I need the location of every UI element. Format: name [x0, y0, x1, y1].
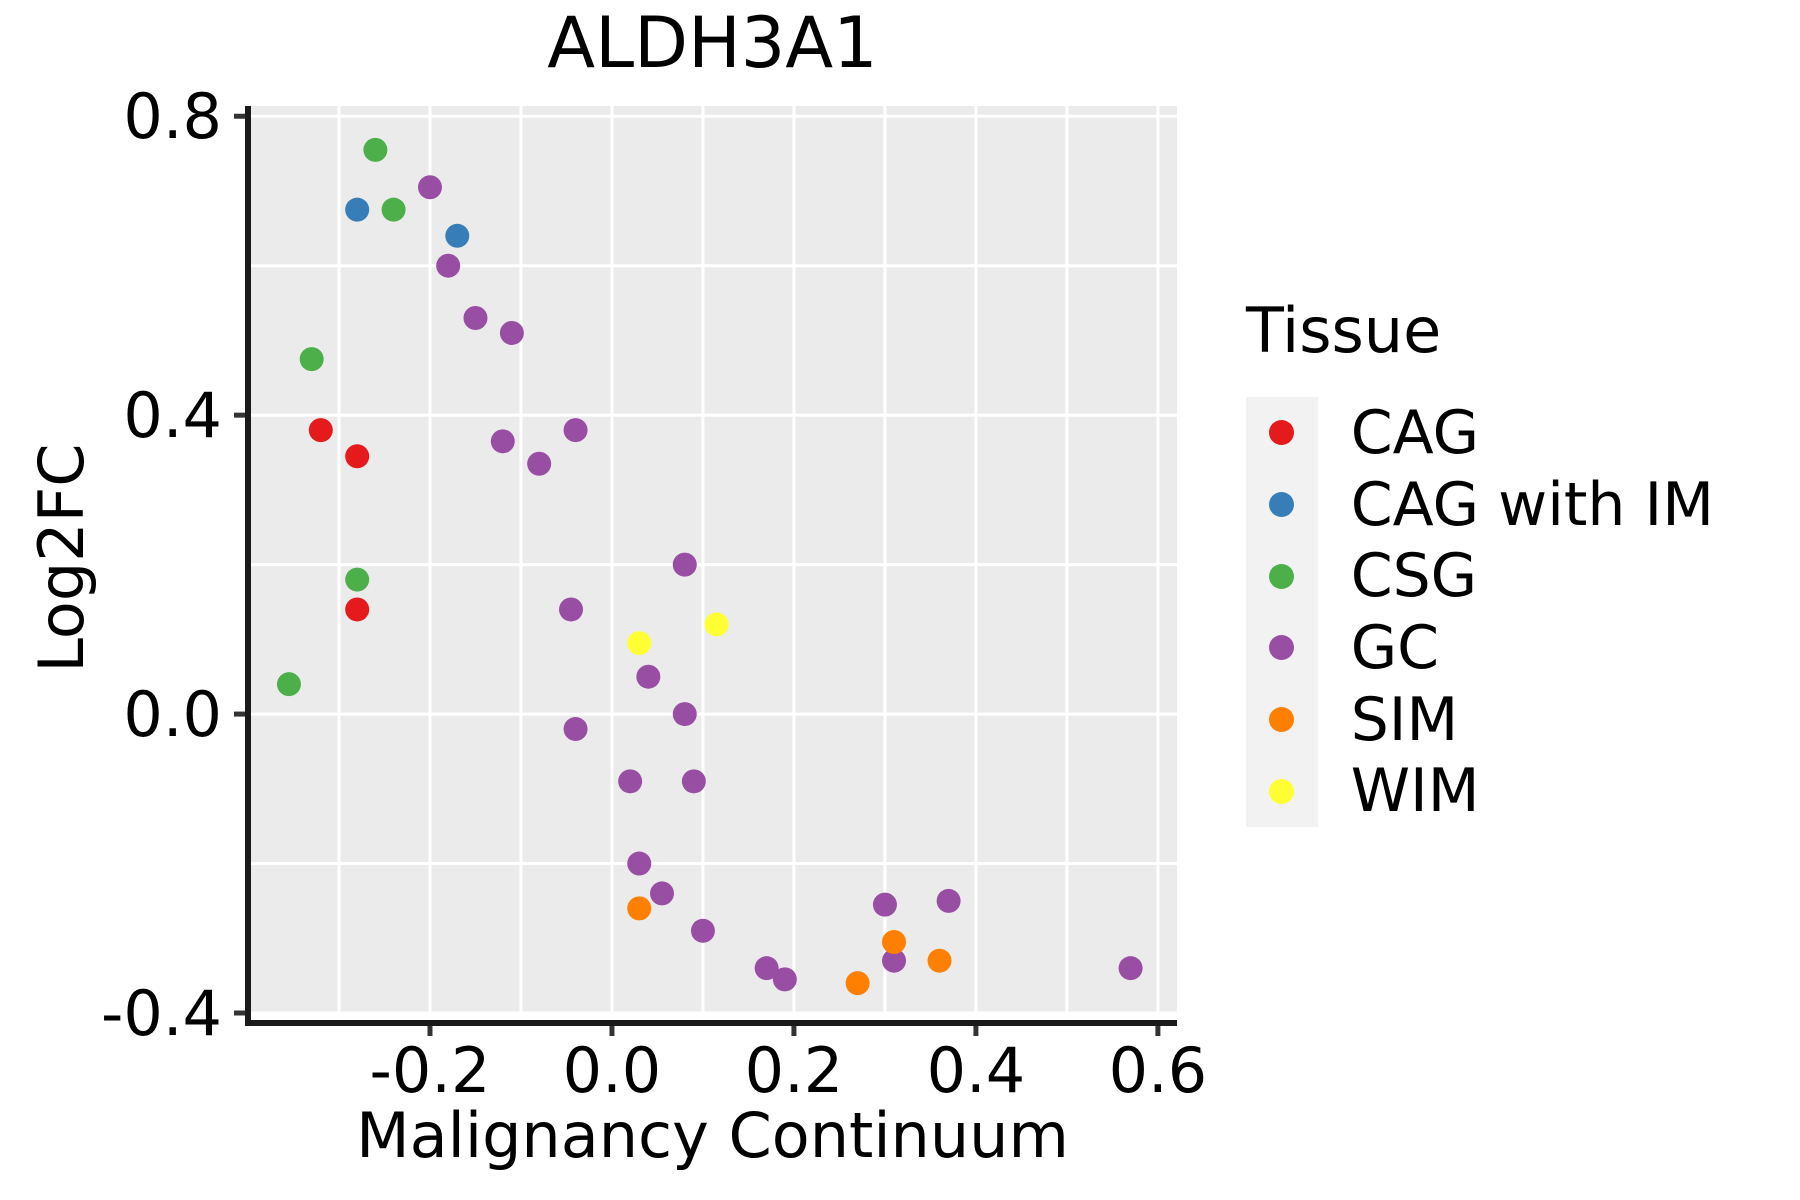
data-point — [345, 444, 370, 469]
data-point — [672, 552, 697, 577]
x-tick-label: 0.4 — [927, 1034, 1026, 1107]
data-point — [345, 567, 370, 592]
data-point — [563, 418, 588, 443]
data-point — [772, 967, 797, 992]
data-point — [618, 769, 643, 794]
legend-key — [1246, 468, 1318, 541]
y-axis-label: Log2FC — [25, 443, 98, 673]
data-point — [299, 347, 324, 372]
plot-panel — [248, 106, 1177, 1013]
y-tick-label: 0.4 — [123, 379, 222, 452]
legend-dot-icon — [1269, 563, 1295, 589]
data-point — [882, 930, 907, 955]
data-point — [559, 597, 584, 622]
data-point — [936, 888, 961, 913]
data-point — [927, 948, 952, 973]
legend-key — [1246, 683, 1318, 756]
x-tick-label: 0.2 — [745, 1034, 844, 1107]
legend-key — [1246, 755, 1318, 828]
legend-item-cag: CAG — [1246, 397, 1714, 469]
legend-item-label: CAG — [1350, 397, 1480, 468]
data-point — [672, 702, 697, 727]
y-tick-label: 0.8 — [123, 80, 222, 153]
legend-item-label: CAG with IM — [1350, 469, 1714, 540]
legend-item-csg: CSG — [1246, 540, 1714, 613]
data-point — [650, 881, 675, 906]
data-point — [499, 320, 524, 345]
data-point — [445, 223, 470, 248]
plot-title: ALDH3A1 — [547, 2, 878, 84]
data-point — [690, 918, 715, 943]
legend-title: Tissue — [1246, 294, 1442, 367]
data-point — [882, 948, 907, 973]
legend-item-label: CSG — [1350, 541, 1478, 612]
legend-dot-icon — [1269, 420, 1295, 446]
data-point — [417, 175, 442, 200]
data-point — [308, 418, 333, 443]
legend-dot-icon — [1269, 492, 1295, 518]
legend-dot-icon — [1269, 707, 1295, 733]
legend: Tissue CAG CAG with IM CSG GC SIM WIM — [1246, 294, 1714, 828]
legend-item-label: GC — [1350, 612, 1440, 683]
data-point — [363, 137, 388, 162]
data-point — [872, 892, 897, 917]
legend-item-wim: WIM — [1246, 755, 1714, 828]
data-point — [436, 253, 461, 278]
data-point — [681, 769, 706, 794]
legend-item-sim: SIM — [1246, 683, 1714, 756]
data-point — [381, 197, 406, 222]
legend-item-label: WIM — [1350, 756, 1480, 827]
x-tick-label: -0.2 — [369, 1034, 490, 1107]
legend-key — [1246, 612, 1318, 684]
x-tick-label: 0.6 — [1109, 1034, 1208, 1107]
legend-keys: CAG CAG with IM CSG GC SIM WIM — [1246, 397, 1714, 828]
y-tick-label: -0.4 — [101, 977, 222, 1050]
data-point — [563, 717, 588, 742]
legend-dot-icon — [1269, 778, 1295, 804]
data-point — [527, 451, 552, 476]
data-point — [704, 612, 729, 637]
data-point — [627, 896, 652, 921]
x-axis-label: Malignancy Continuum — [356, 1099, 1069, 1172]
y-tick-label: 0.0 — [123, 678, 222, 751]
data-point — [345, 197, 370, 222]
data-point — [463, 306, 488, 331]
data-point — [1118, 956, 1143, 981]
legend-item-cag-with-im: CAG with IM — [1246, 468, 1714, 541]
legend-item-label: SIM — [1350, 684, 1459, 755]
data-point — [627, 631, 652, 656]
data-point — [345, 597, 370, 622]
legend-dot-icon — [1269, 635, 1295, 661]
data-point — [845, 971, 870, 996]
data-point — [627, 851, 652, 876]
legend-item-gc: GC — [1246, 612, 1714, 684]
data-point — [490, 429, 515, 454]
legend-key — [1246, 397, 1318, 469]
data-point — [636, 664, 661, 689]
x-tick-label: 0.0 — [563, 1034, 662, 1107]
data-point — [754, 956, 779, 981]
legend-key — [1246, 540, 1318, 613]
data-point — [276, 672, 301, 697]
